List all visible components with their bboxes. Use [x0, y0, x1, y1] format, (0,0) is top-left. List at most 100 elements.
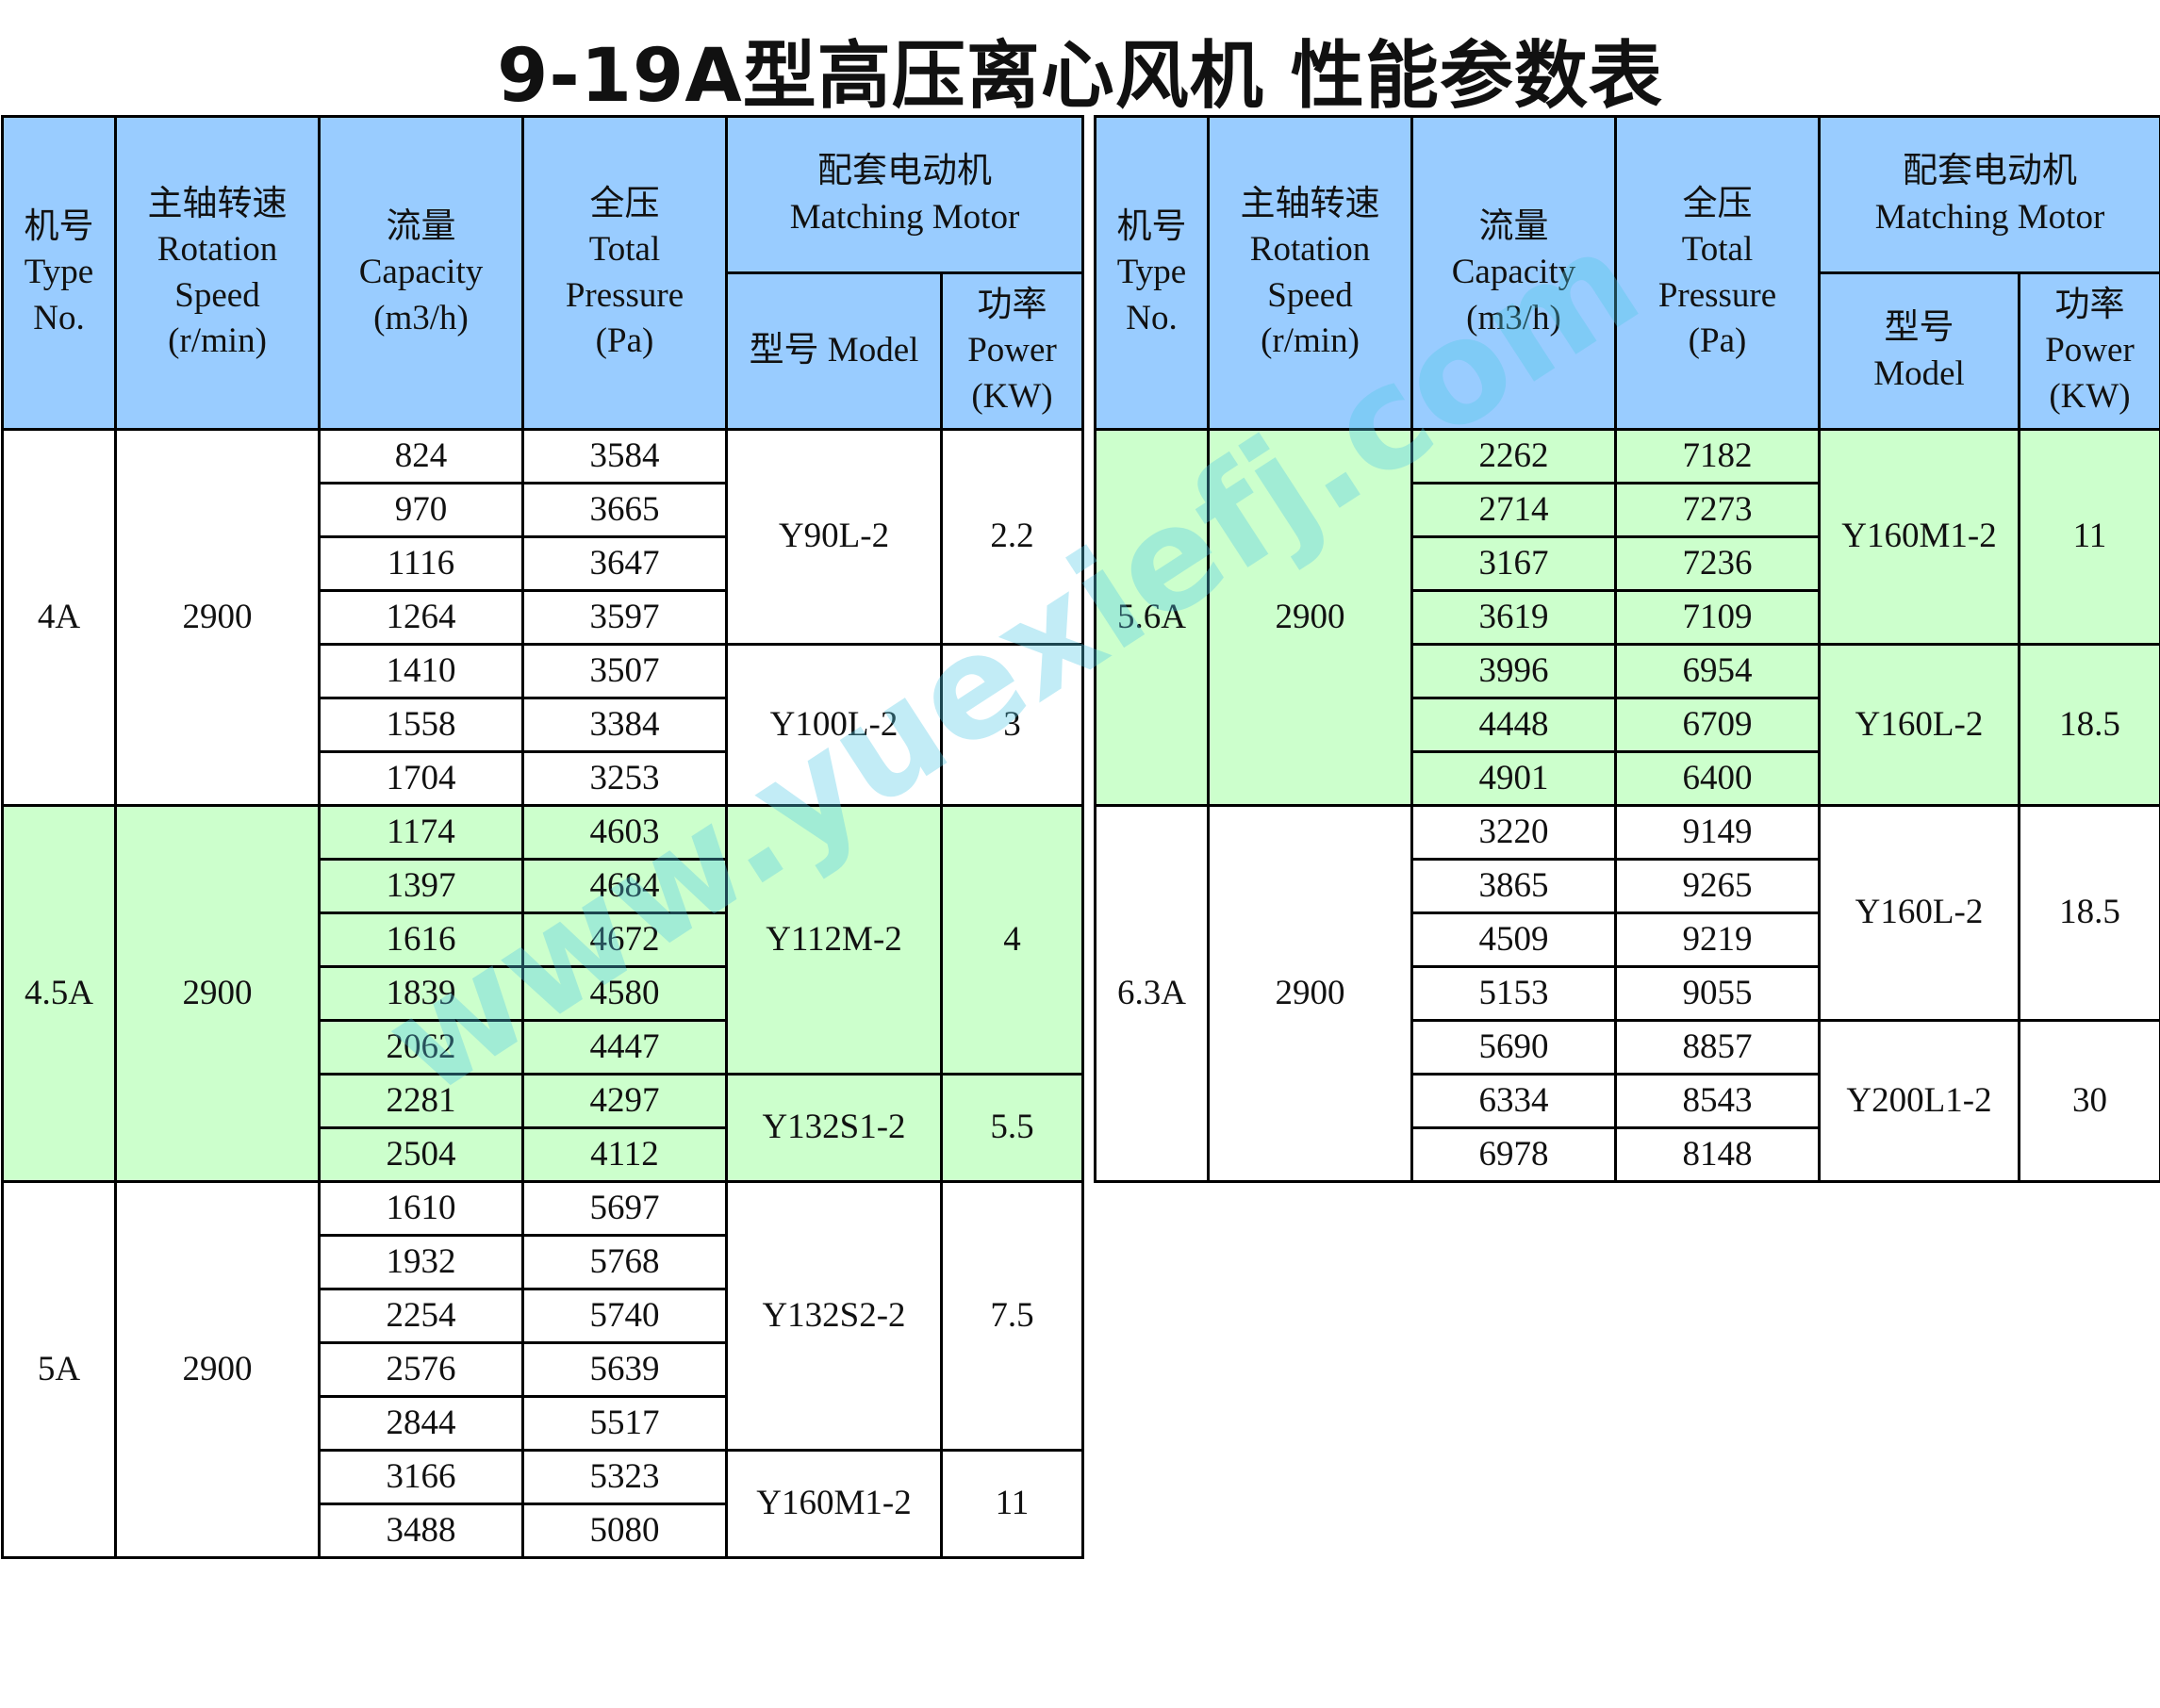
table-row: 4901 6400	[1096, 750, 2160, 807]
header-label: 机号 Type No.	[24, 207, 94, 337]
pressure-cell: 8148	[1614, 1126, 1821, 1183]
capacity-cell: 1839	[318, 965, 524, 1022]
table-row: 2254 5740	[3, 1288, 1083, 1344]
motor-model-cell: Y160L-2	[1818, 804, 2020, 1022]
pressure-cell: 6954	[1614, 643, 1821, 699]
header-type: 机号 Type No.	[1, 115, 117, 431]
header-label: 配套电动机 Matching Motor	[1874, 152, 2105, 237]
table-row: 2714 7273	[1096, 482, 2160, 538]
capacity-cell: 1610	[318, 1180, 524, 1237]
header-label: 机号 Type No.	[1116, 207, 1187, 337]
table-row: 1410 3507 Y100L-2 3	[3, 643, 1084, 807]
performance-table-right: 机号 Type No. 主轴转速 Rotation Speed (r/min) 流量 Cap…	[1094, 115, 2160, 1183]
fan-type-cell: 5A	[1, 1180, 117, 1559]
motor-model-cell: Y160M1-2	[725, 1449, 943, 1559]
table-row: 5690 8857 Y200L1-2 30	[1096, 1019, 2160, 1183]
table-row: 2576 5639	[3, 1341, 1083, 1398]
pressure-cell: 5639	[521, 1341, 728, 1398]
table-row: 4509 9219	[1096, 911, 2160, 968]
page-title: 9-19A型高压离心风机 性能参数表	[497, 34, 1663, 119]
capacity-cell: 2281	[318, 1073, 524, 1129]
pressure-cell: 6709	[1614, 697, 1821, 753]
table-row: 1397 4684	[3, 858, 1083, 914]
capacity-cell: 4509	[1410, 911, 1617, 968]
fan-type-cell: 5.6A	[1094, 428, 1210, 807]
table-row: 2281 4297 Y132S1-2 5.5	[3, 1073, 1084, 1183]
motor-power-cell: 5.5	[940, 1073, 1084, 1183]
capacity-cell: 1397	[318, 858, 524, 914]
capacity-cell: 1116	[318, 535, 524, 592]
motor-power-cell: 4	[940, 804, 1084, 1076]
pressure-cell: 3597	[521, 589, 728, 646]
pressure-cell: 5080	[521, 1503, 728, 1559]
table-row: 5A 2900 1610 5697 Y132S2-2 7.5	[1, 1180, 1084, 1559]
pressure-cell: 6400	[1614, 750, 1821, 807]
fan-type-cell: 6.3A	[1094, 804, 1210, 1183]
table-row: 970 3665	[3, 482, 1083, 538]
pressure-cell: 9219	[1614, 911, 1821, 968]
table-row: 5.6A 2900 2262 7182 Y160M1-2 11	[1094, 428, 2160, 807]
table-row: 1616 4672	[3, 911, 1083, 968]
motor-power-cell: 2.2	[940, 428, 1084, 646]
motor-model-cell: Y200L1-2	[1818, 1019, 2020, 1183]
pressure-cell: 7273	[1614, 482, 1821, 538]
capacity-cell: 3167	[1410, 535, 1617, 592]
capacity-cell: 1616	[318, 911, 524, 968]
header-pressure: 全压 Total Pressure (Pa)	[1614, 115, 1821, 431]
motor-model-cell: Y100L-2	[725, 643, 943, 807]
table-row: 3996 6954 Y160L-2 18.5	[1096, 643, 2160, 807]
pressure-cell: 5768	[521, 1234, 728, 1290]
header-type: 机号 Type No.	[1094, 115, 1210, 431]
table-row: 1932 5768	[3, 1234, 1083, 1290]
pressure-cell: 9055	[1614, 965, 1821, 1022]
header-pressure: 全压 Total Pressure (Pa)	[521, 115, 728, 431]
header-matching-motor: 配套电动机 Matching Motor	[725, 115, 1084, 274]
capacity-cell: 4901	[1410, 750, 1617, 807]
motor-power-cell: 11	[940, 1449, 1084, 1559]
pressure-cell: 9265	[1614, 858, 1821, 914]
motor-model-cell: Y132S1-2	[725, 1073, 943, 1183]
pressure-cell: 4672	[521, 911, 728, 968]
capacity-cell: 5690	[1410, 1019, 1617, 1076]
capacity-cell: 5153	[1410, 965, 1617, 1022]
pressure-cell: 9149	[1614, 804, 1821, 861]
header-capacity: 流量 Capacity (m3/h)	[318, 115, 524, 431]
header-label: 全压 Total Pressure (Pa)	[1657, 185, 1777, 360]
header-matching-motor: 配套电动机 Matching Motor	[1818, 115, 2160, 274]
pressure-cell: 5323	[521, 1449, 728, 1505]
table-row: 3865 9265	[1096, 858, 2160, 914]
rotation-speed-cell: 2900	[114, 1180, 321, 1559]
table-row: 4A 2900 824 3584 Y90L-2 2.2	[1, 428, 1084, 807]
motor-model-cell: Y160L-2	[1818, 643, 2020, 807]
motor-model-cell: Y90L-2	[725, 428, 943, 646]
table-row: 1704 3253	[3, 750, 1083, 807]
pressure-cell: 5697	[521, 1180, 728, 1237]
header-label: 流量 Capacity (m3/h)	[358, 207, 484, 337]
pressure-cell: 3384	[521, 697, 728, 753]
motor-model-cell: Y112M-2	[725, 804, 943, 1076]
table-row: 3167 7236	[1096, 535, 2160, 592]
capacity-cell: 3619	[1410, 589, 1617, 646]
pressure-cell: 3507	[521, 643, 728, 699]
table-row: 4.5A 2900 1174 4603 Y112M-2 4	[1, 804, 1084, 1183]
motor-model-cell: Y160M1-2	[1818, 428, 2020, 646]
table-row: 5153 9055	[1096, 965, 2160, 1022]
capacity-cell: 2714	[1410, 482, 1617, 538]
header-label: 流量 Capacity (m3/h)	[1451, 207, 1576, 337]
header-power: 功率 Power (KW)	[940, 271, 1084, 431]
table-row: 3619 7109	[1096, 589, 2160, 646]
motor-power-cell: 18.5	[2018, 643, 2160, 807]
rotation-speed-cell: 2900	[114, 428, 321, 807]
capacity-cell: 970	[318, 482, 524, 538]
capacity-cell: 3220	[1410, 804, 1617, 861]
table-row: 1116 3647	[3, 535, 1083, 592]
motor-power-cell: 11	[2018, 428, 2160, 646]
table-row: 6.3A 2900 3220 9149 Y160L-2 18.5	[1094, 804, 2160, 1183]
pressure-cell: 3584	[521, 428, 728, 484]
header-label: 配套电动机 Matching Motor	[789, 152, 1020, 237]
table-row: 2504 4112	[3, 1126, 1083, 1183]
fan-type-cell: 4.5A	[1, 804, 117, 1183]
capacity-cell: 824	[318, 428, 524, 484]
table-row: 6978 8148	[1096, 1126, 2160, 1183]
pressure-cell: 5517	[521, 1395, 728, 1452]
